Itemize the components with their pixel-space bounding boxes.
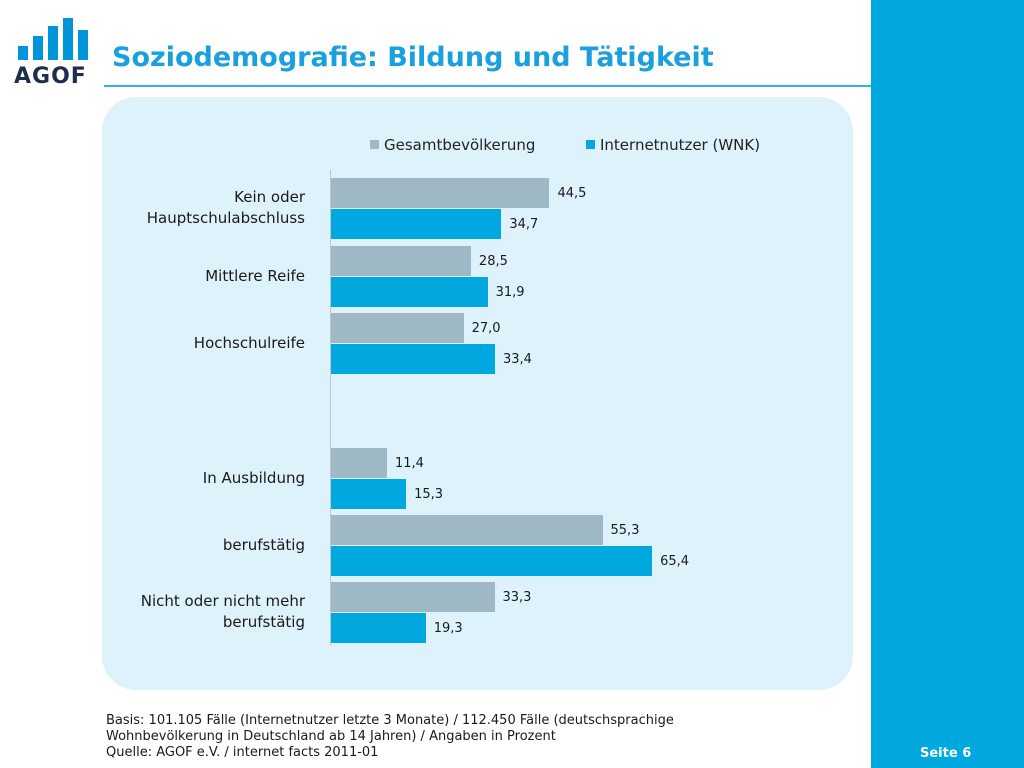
bar-gesamt	[331, 582, 495, 612]
legend-item-internet: Internetnutzer (WNK)	[586, 136, 760, 154]
footnote-line-2: Wohnbevölkerung in Deutschland ab 14 Jah…	[106, 729, 556, 744]
category-label-line: berufstätig	[222, 613, 305, 631]
bar-gesamt	[331, 448, 387, 478]
value-label-internet: 15,3	[414, 487, 444, 502]
footnote: Basis: 101.105 Fälle (Internetnutzer let…	[106, 713, 674, 761]
category-label-line: Nicht oder nicht mehr	[140, 592, 305, 610]
bar-internet	[331, 209, 502, 239]
category-label-line: berufstätig	[222, 535, 305, 554]
legend-label-internet: Internetnutzer (WNK)	[600, 136, 761, 154]
bar-internet	[331, 344, 495, 374]
category-label-line: Hochschulreife	[193, 333, 305, 352]
value-label-internet: 34,7	[509, 217, 539, 232]
bar-gesamt	[331, 246, 471, 276]
bar-internet	[331, 546, 653, 576]
category-label: Mittlere Reife	[205, 266, 305, 287]
value-label-gesamt: 11,4	[394, 456, 424, 471]
legend-swatch-gesamt	[370, 140, 379, 149]
value-label-internet: 31,9	[495, 285, 525, 300]
value-label-gesamt: 33,3	[502, 590, 532, 605]
footnote-line-3: Quelle: AGOF e.V. / internet facts 2011-…	[106, 745, 379, 760]
category-label: Nicht oder nicht mehr berufstätig	[141, 591, 305, 633]
category-axis-line	[330, 170, 331, 646]
category-label-line: Mittlere Reife	[205, 266, 305, 285]
category-label: In Ausbildung	[203, 468, 305, 489]
bar-internet	[331, 613, 426, 643]
page-number: Seite 6	[920, 746, 972, 761]
legend-swatch-internet	[586, 140, 595, 149]
value-label-internet: 65,4	[660, 554, 690, 569]
value-label-internet: 33,4	[502, 352, 532, 367]
bar-gesamt	[331, 178, 550, 208]
legend-label-gesamt: Gesamtbevölkerung	[384, 136, 536, 154]
page-title: Soziodemografie: Bildung und Tätigkeit	[112, 42, 714, 73]
category-label: berufstätig	[223, 535, 305, 556]
side-accent-bar	[871, 0, 1024, 768]
logo-bars-icon	[18, 18, 90, 60]
bar-gesamt	[331, 313, 464, 343]
value-label-gesamt: 44,5	[557, 186, 587, 201]
value-label-gesamt: 28,5	[478, 254, 508, 269]
value-label-internet: 19,3	[433, 621, 463, 636]
category-label-line: Kein oder	[234, 188, 305, 206]
title-divider	[104, 85, 871, 87]
footnote-line-1: Basis: 101.105 Fälle (Internetnutzer let…	[106, 713, 674, 728]
legend-item-gesamt: Gesamtbevölkerung	[370, 136, 535, 154]
agof-logo: AGOF	[14, 18, 90, 89]
category-label: Kein oder Hauptschulabschluss	[147, 187, 305, 229]
category-label-line: In Ausbildung	[202, 468, 305, 487]
value-label-gesamt: 55,3	[610, 523, 640, 538]
logo-text: AGOF	[14, 64, 87, 89]
bar-internet	[331, 277, 488, 307]
value-label-gesamt: 27,0	[471, 321, 501, 336]
category-label-line: Hauptschulabschluss	[146, 209, 305, 227]
bar-internet	[331, 479, 407, 509]
category-label: Hochschulreife	[194, 333, 305, 354]
bar-gesamt	[331, 515, 603, 545]
